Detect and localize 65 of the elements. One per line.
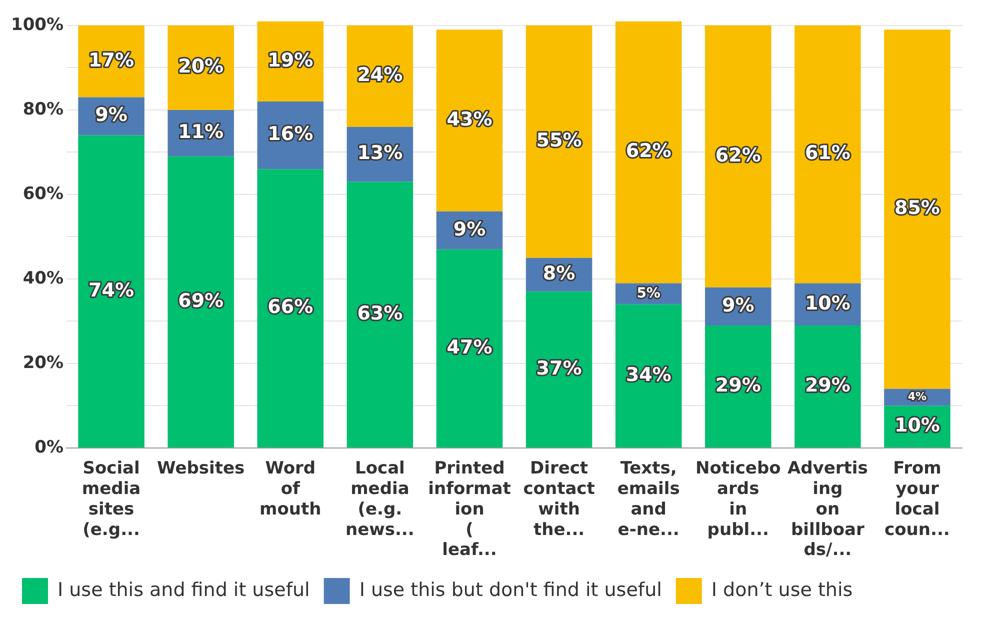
data-label: 16% [268,123,314,146]
data-label: 29% [715,374,761,396]
data-label: 74% [88,279,134,302]
bar [257,169,324,448]
data-label: 62% [626,140,672,162]
data-label: 29% [804,374,850,396]
data-label: 9% [453,218,486,240]
data-label: 37% [536,358,582,380]
x-tick-label: Noticeboards in publ... [695,458,781,540]
bar [78,135,144,448]
y-tick-label: 60% [22,184,64,204]
data-label: 9% [722,294,754,316]
y-tick-label: 0% [34,437,64,458]
legend-label: I don’t use this [711,578,853,601]
data-label: 13% [357,142,403,164]
data-label: 8% [542,262,576,285]
y-tick-label: 40% [22,268,64,288]
bar [346,182,414,448]
x-tick-label: Social media sites (e.g... [82,458,141,540]
data-label: 19% [268,49,314,72]
data-label: 24% [357,64,403,86]
data-label: 61% [804,142,850,164]
bar [704,25,772,288]
data-label: 9% [95,104,128,126]
x-tick-label: Word of mouth [260,458,322,520]
x-tick-label: Local media (e.g. news... [346,458,414,540]
y-tick-label: 80% [22,99,64,120]
bar [884,30,950,389]
data-label: 63% [357,302,403,325]
y-tick-label: 100% [10,14,64,35]
data-label: 34% [626,364,672,386]
bar [526,25,592,258]
bar [794,25,861,284]
x-tick-label: From your local coun... [884,458,950,540]
data-label: 47% [446,336,492,358]
x-tick-label: Advertising on billboards/... [787,458,868,560]
y-tick-label: 20% [22,352,64,373]
data-label: 69% [178,290,224,312]
data-label: 4% [908,390,927,404]
data-label: 85% [894,197,940,220]
bar [615,304,682,448]
x-tick-label: Texts, emails and e-ne... [617,458,680,540]
data-label: 55% [536,130,582,152]
x-tick-label: Direct contact with the... [523,458,595,540]
bar [526,292,592,448]
data-label: 66% [268,296,314,318]
data-label: 5% [636,285,660,302]
data-label: 62% [715,144,761,166]
x-tick-label: Printed information ( leaf... [428,458,511,560]
legend-label: I use this and find it useful [58,578,310,601]
bar [346,25,414,127]
bar [615,21,682,284]
data-label: 10% [804,292,850,314]
bar [168,156,234,448]
bar [794,325,861,448]
data-label: 20% [178,56,224,78]
legend-label: I use this but don't find it useful [359,578,662,601]
data-label: 10% [894,414,940,437]
x-tick-label: Websites [157,458,245,479]
data-label: 11% [178,121,224,144]
data-label: 17% [88,49,134,72]
bar [436,249,503,448]
bar [436,30,503,212]
bar [704,325,772,448]
data-label: 43% [446,108,492,130]
